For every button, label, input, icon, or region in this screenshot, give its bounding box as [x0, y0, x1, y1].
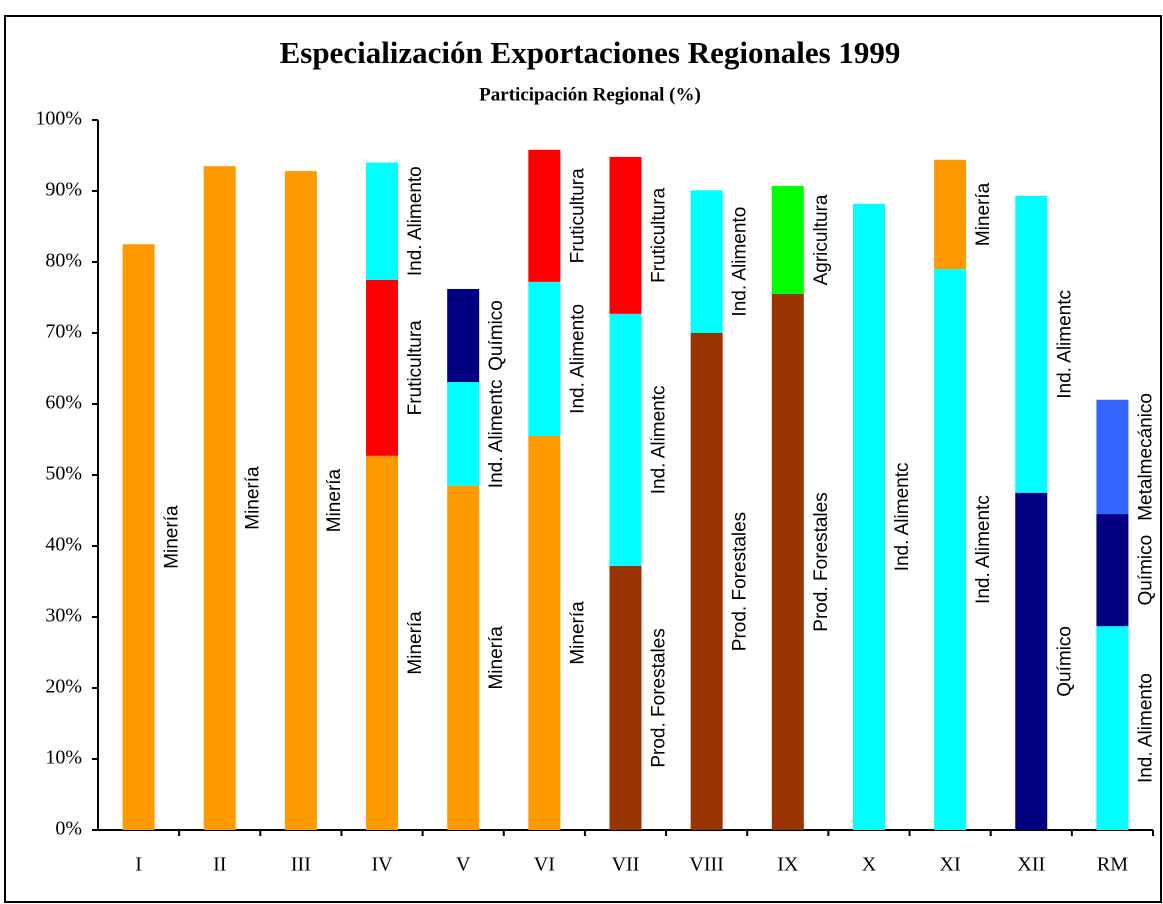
segment-label: Ind. Alimentc — [892, 462, 913, 571]
bar-segment — [690, 190, 723, 333]
segment-label: Ind. Alimento — [567, 304, 588, 414]
chart-subtitle: Participación Regional (%) — [479, 84, 701, 105]
x-tick-label: XI — [940, 854, 961, 876]
y-tick-label: 50% — [45, 463, 82, 485]
bar-segment — [852, 203, 885, 830]
bar-segment — [690, 333, 723, 830]
y-tick-label: 100% — [35, 108, 82, 130]
x-tick-label: I — [135, 854, 142, 876]
segment-label: Fruticultura — [649, 187, 670, 282]
segment-label: Prod. Forestales — [730, 512, 751, 651]
x-tick-label: IV — [371, 854, 393, 876]
y-tick-label: 30% — [45, 605, 82, 627]
segment-label: Químico — [1054, 626, 1075, 697]
segment-label: Fruticultura — [405, 320, 426, 415]
segment-label: Agricultura — [811, 194, 832, 285]
y-tick-label: 40% — [45, 534, 82, 556]
bar-segment — [203, 166, 236, 830]
chart-frame — [4, 15, 1162, 903]
segment-label: Ind. Alimento — [730, 207, 751, 317]
x-tick-label: IX — [777, 854, 799, 876]
bar-segment — [528, 435, 561, 830]
segment-label: Ind. Alimento — [405, 166, 426, 276]
bar-segment — [528, 281, 561, 436]
bar-segment — [366, 455, 399, 830]
bar-segment — [934, 269, 967, 831]
x-tick-label: XII — [1017, 854, 1045, 876]
bar-segment — [528, 149, 561, 282]
y-tick-label: 90% — [45, 179, 82, 201]
segment-label: Minería — [162, 505, 183, 569]
x-tick-label: II — [213, 854, 226, 876]
x-tick-label: VI — [534, 854, 555, 876]
bar-segment — [771, 186, 804, 294]
segment-label: Químico — [486, 300, 507, 371]
segment-label: Ind. Alimentc — [973, 495, 994, 604]
x-tick-label: VII — [612, 854, 640, 876]
bar-segment — [122, 244, 155, 830]
segment-label: Prod. Forestales — [811, 492, 832, 631]
y-tick-label: 70% — [45, 321, 82, 343]
bar-segment — [1096, 626, 1129, 830]
segment-label: Prod. Forestales — [649, 628, 670, 767]
bar-segment — [366, 279, 399, 456]
segment-label: Minería — [405, 611, 426, 675]
bar-segment — [1096, 514, 1129, 627]
x-tick-label: RM — [1097, 854, 1128, 876]
segment-label: Fruticultura — [567, 168, 588, 263]
bar-segment — [284, 171, 317, 830]
bar-segment — [934, 159, 967, 270]
bar-segment — [1015, 195, 1048, 493]
x-tick-label: X — [862, 854, 877, 876]
segment-label: Ind. Alimento — [1135, 673, 1156, 783]
bar-segment — [1015, 492, 1048, 830]
segment-label: Metalmecánico — [1135, 393, 1156, 521]
segment-label: Ind. Alimentc — [486, 379, 507, 488]
y-tick-label: 0% — [55, 818, 82, 840]
x-tick-label: VIII — [689, 854, 723, 876]
x-tick-label: III — [291, 854, 311, 876]
y-tick-label: 10% — [45, 747, 82, 769]
bar-segment — [609, 156, 642, 314]
segment-label: Ind. Alimentc — [1054, 290, 1075, 399]
segment-label: Minería — [486, 626, 507, 690]
bar-segment — [366, 162, 399, 280]
segment-label: Minería — [324, 468, 345, 532]
chart-title: Especialización Exportaciones Regionales… — [280, 35, 901, 70]
bar-segment — [609, 313, 642, 566]
y-tick-label: 80% — [45, 250, 82, 272]
bar-segment — [447, 381, 480, 486]
bar-segment — [1096, 399, 1129, 515]
bar-segment — [609, 565, 642, 830]
bar-segment — [771, 293, 804, 830]
segment-label: Químico — [1135, 535, 1156, 606]
x-tick-label: V — [456, 854, 471, 876]
segment-label: Ind. Alimentc — [649, 385, 670, 494]
bar-segment — [447, 288, 480, 382]
segment-label: Minería — [567, 601, 588, 665]
bar-segment — [447, 485, 480, 830]
segment-label: Minería — [973, 182, 994, 246]
y-tick-label: 60% — [45, 392, 82, 414]
y-tick-label: 20% — [45, 676, 82, 698]
segment-label: Minería — [243, 466, 264, 530]
